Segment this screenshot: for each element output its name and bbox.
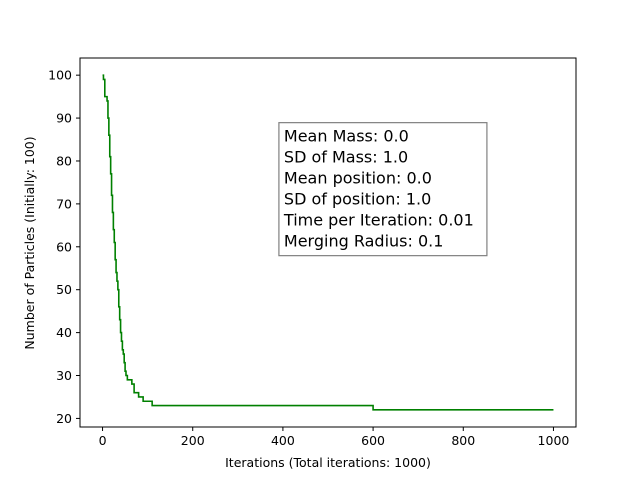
y-axis-title: Number of Particles (Initially: 100) <box>22 136 37 349</box>
y-axis-ticks: 20 30 40 50 60 70 80 90 100 <box>48 68 80 426</box>
x-axis-title: Iterations (Total iterations: 1000) <box>225 455 431 470</box>
x-tick-label: 800 <box>451 433 475 448</box>
x-tick-label: 200 <box>181 433 205 448</box>
y-tick-label: 70 <box>56 196 72 211</box>
x-tick-label: 600 <box>361 433 385 448</box>
y-tick-label: 90 <box>56 111 72 126</box>
x-tick-label: 0 <box>99 433 107 448</box>
y-tick-label: 100 <box>48 68 72 83</box>
plot-area <box>79 57 577 428</box>
annotation-line: Mean position: 0.0 <box>284 169 432 188</box>
y-tick-label: 80 <box>56 153 72 168</box>
annotation-line: Time per Iteration: 0.01 <box>283 211 474 230</box>
y-tick-label: 60 <box>56 239 72 254</box>
annotation-line: SD of Mass: 1.0 <box>284 148 408 167</box>
y-tick-label: 20 <box>56 411 72 426</box>
series-line-0 <box>102 74 554 411</box>
plot-frame <box>79 57 577 428</box>
annotation-line: Mean Mass: 0.0 <box>284 127 409 146</box>
x-tick-label: 400 <box>271 433 295 448</box>
x-axis-ticks: 0 200 400 600 800 1000 <box>99 427 570 448</box>
annotation-box-frame <box>278 122 488 257</box>
y-tick-label: 30 <box>56 368 72 383</box>
parameters-annotation-box: Mean Mass: 0.0 SD of Mass: 1.0 Mean positi… <box>278 122 488 257</box>
y-tick-label: 50 <box>56 282 72 297</box>
y-tick-label: 40 <box>56 325 72 340</box>
x-tick-label: 1000 <box>538 433 570 448</box>
annotation-line: SD of position: 1.0 <box>284 190 431 209</box>
annotation-line: Merging Radius: 0.1 <box>284 232 444 251</box>
